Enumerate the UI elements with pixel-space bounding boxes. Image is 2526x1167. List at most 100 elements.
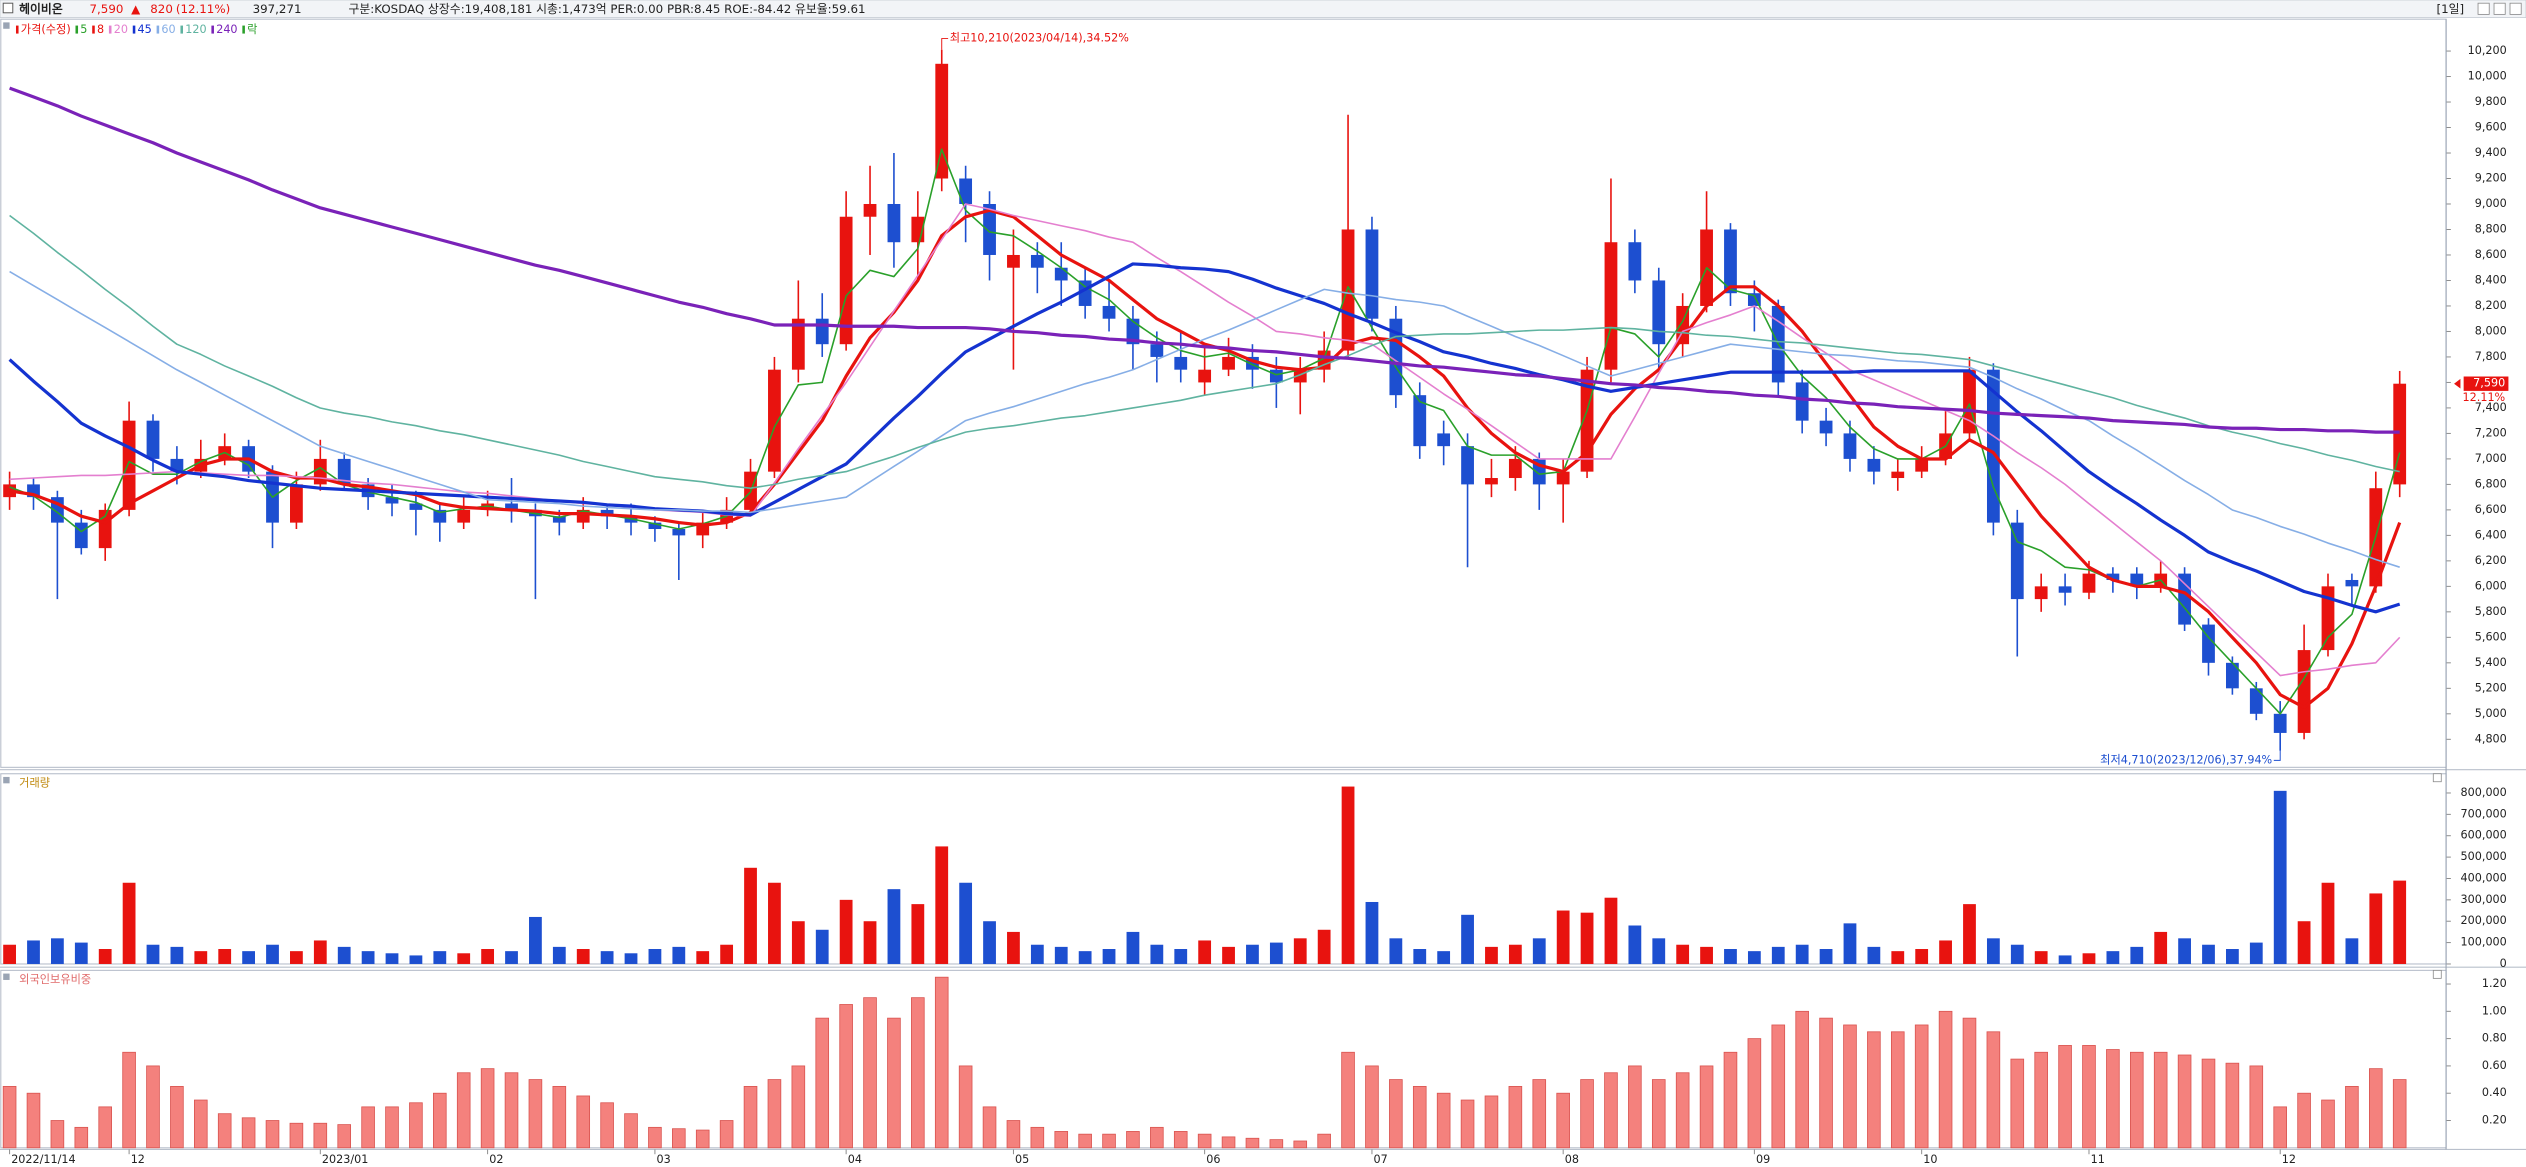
- legend-swatch: [156, 25, 160, 34]
- bar: [791, 921, 805, 964]
- y-tick-label: 4,800: [2475, 732, 2507, 745]
- candle-body: [1628, 242, 1642, 281]
- x-tick-label: 2023/01: [322, 1153, 368, 1166]
- bar: [1389, 938, 1403, 964]
- bar: [2034, 1051, 2048, 1149]
- bar: [265, 1120, 280, 1149]
- bar: [242, 951, 255, 964]
- bar: [2129, 1051, 2144, 1149]
- window-button[interactable]: [2477, 2, 2490, 15]
- panel-button[interactable]: [2432, 969, 2442, 979]
- bar: [2369, 1068, 2383, 1149]
- bar: [433, 1092, 447, 1149]
- y-tick-label: 400,000: [2461, 871, 2507, 884]
- checkbox[interactable]: [2, 2, 14, 14]
- bar: [1867, 1031, 1881, 1149]
- bar: [1246, 944, 1259, 964]
- y-tick-label: 7,400: [2475, 401, 2507, 414]
- bar: [624, 953, 638, 964]
- bar: [361, 1106, 375, 1149]
- bar: [2058, 955, 2072, 964]
- bar: [935, 846, 949, 964]
- bar: [648, 1126, 662, 1149]
- candle-body: [146, 420, 160, 459]
- bar: [958, 1065, 973, 1149]
- candle-body: [863, 203, 877, 217]
- bar: [1938, 1010, 1953, 1149]
- bar: [983, 921, 996, 964]
- y-tick-label: 100,000: [2461, 936, 2507, 949]
- change: 820: [150, 2, 173, 16]
- bar: [1460, 1099, 1475, 1149]
- low-annotation: 최저4,710(2023/12/06),37.94%: [2100, 753, 2272, 766]
- bar: [2154, 931, 2168, 964]
- panel-icon: [3, 776, 10, 784]
- window-button[interactable]: [2493, 2, 2506, 15]
- bar: [2321, 1099, 2335, 1149]
- x-tick-label: 07: [1374, 1153, 1388, 1166]
- candle-body: [1341, 229, 1355, 351]
- bar: [1771, 1024, 1786, 1149]
- candle-body: [2249, 688, 2263, 714]
- x-tick-label: 06: [1206, 1153, 1220, 1166]
- bar: [170, 1085, 184, 1149]
- candle-body: [1556, 471, 1570, 485]
- bar: [1078, 951, 1092, 964]
- last-pointer: [2454, 378, 2461, 389]
- x-tick-label: 12: [131, 1153, 145, 1166]
- y-tick-label: 800,000: [2461, 786, 2507, 799]
- bar: [2106, 1049, 2120, 1149]
- bar: [27, 940, 40, 964]
- bar: [3, 944, 16, 964]
- bar: [409, 955, 423, 964]
- bar: [146, 1065, 160, 1149]
- bar: [505, 951, 518, 964]
- bar: [552, 946, 566, 964]
- ma-line: [9, 148, 2401, 715]
- candle-body: [1222, 356, 1235, 370]
- bar: [743, 1085, 758, 1149]
- bar: [1341, 1051, 1355, 1149]
- candle-body: [409, 503, 423, 510]
- candle-body: [2106, 573, 2120, 580]
- bar: [624, 1113, 638, 1149]
- bar: [791, 1065, 806, 1149]
- y-tick-label: 9,000: [2475, 197, 2507, 210]
- window-button[interactable]: [2509, 2, 2522, 15]
- bar: [1126, 931, 1140, 964]
- legend-label: 240: [216, 23, 237, 36]
- bar: [839, 1004, 853, 1149]
- y-tick-label: 9,400: [2475, 146, 2507, 159]
- y-tick-label: 7,800: [2475, 350, 2507, 363]
- legend-label: 락: [247, 23, 257, 36]
- bar: [2202, 944, 2215, 964]
- legend-label: 60: [161, 23, 175, 36]
- bar: [1532, 938, 1546, 964]
- bar: [337, 1124, 352, 1149]
- bar: [768, 882, 781, 964]
- bar: [600, 1102, 614, 1149]
- bar: [2177, 1054, 2192, 1149]
- candle-body: [1365, 229, 1379, 319]
- candle-body: [1843, 433, 1857, 459]
- candle-body: [1174, 356, 1188, 370]
- ma-line: [9, 270, 2400, 568]
- bar: [815, 1017, 830, 1149]
- bar: [2273, 790, 2287, 964]
- bar: [1604, 1072, 1618, 1149]
- bar: [863, 997, 877, 1149]
- period[interactable]: [1일]: [2436, 2, 2464, 16]
- bar: [600, 951, 614, 964]
- bar: [1102, 949, 1116, 964]
- bar: [1365, 1065, 1379, 1149]
- bar: [122, 882, 136, 964]
- bar: [863, 921, 877, 964]
- panel-button[interactable]: [2432, 773, 2442, 783]
- bar: [241, 1117, 256, 1149]
- bar: [911, 997, 925, 1149]
- bar: [218, 949, 232, 964]
- bar: [1007, 931, 1020, 964]
- x-tick-label: 03: [657, 1153, 671, 1166]
- bar: [337, 946, 351, 964]
